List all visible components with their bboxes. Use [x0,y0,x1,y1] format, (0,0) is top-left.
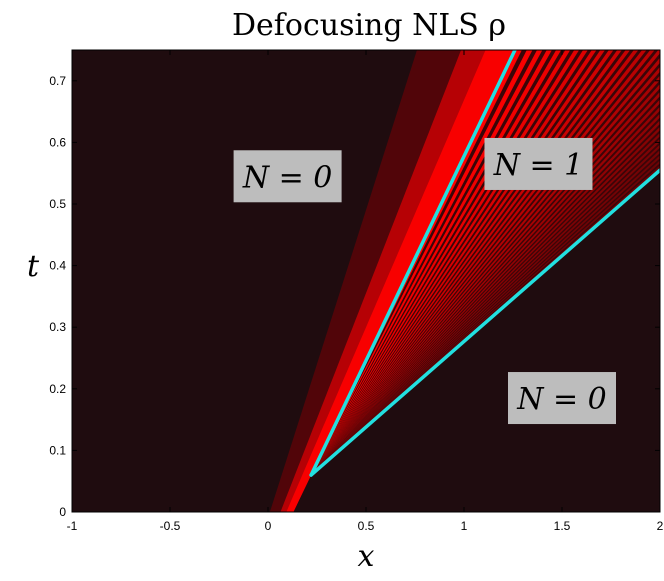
chart-title: Defocusing NLS ρ [232,8,506,43]
oscillation-band [311,50,588,476]
y-tick-label: 0 [59,505,66,519]
oscillation-band [311,165,660,476]
y-tick-label: 0.6 [49,135,66,149]
oscillation-band [311,99,660,476]
y-axis-ticks: 0 0.1 0.2 0.3 0.4 0.5 0.6 0.7 [49,74,660,519]
x-tick-label: 2 [657,519,664,533]
y-tick-label: 0.5 [49,197,66,211]
y-tick-label: 0.2 [49,382,66,396]
plot-area [72,50,660,512]
boundary-line [309,50,517,477]
boundary-line [309,168,660,477]
y-tick-label: 0.1 [49,443,66,457]
x-axis-ticks: -1 -0.5 0 0.5 1 1.5 2 [67,50,664,533]
oscillation-band [311,50,597,476]
annotation-box [508,372,616,425]
region-annotations: N = 0 N = 1 N = 0 [233,137,616,425]
x-tick-label: 1 [461,519,468,533]
x-axis-label: x [358,539,375,574]
y-axis-label: t [27,249,40,284]
oscillation-band [311,138,660,476]
x-tick-label: -0.5 [160,519,181,533]
x-tick-label: 1.5 [554,519,571,533]
x-tick-label: 0 [265,519,272,533]
y-tick-label: 0.4 [49,259,66,273]
oscillation-band [311,155,660,476]
oscillation-band [311,106,660,476]
oscillation-band [311,113,660,476]
oscillation-band [311,150,660,476]
y-tick-label: 0.7 [49,74,66,88]
annotation-label: N = 0 [242,160,333,195]
annotation-label: N = 0 [516,382,607,417]
oscillation-band [311,50,614,476]
x-tick-label: -1 [67,519,78,533]
y-tick-label: 0.3 [49,320,66,334]
oscillation-band [311,50,655,476]
oscillation-band [311,132,660,476]
oscillation-band [311,50,562,476]
oscillation-band [311,50,543,476]
annotation-label: N = 1 [493,148,584,183]
annotation-box [233,150,342,203]
oscillation-band [311,160,660,476]
oscillation-band [311,120,660,476]
oscillation-band [311,144,660,476]
x-tick-label: 0.5 [358,519,375,533]
oscillation-band [311,126,660,476]
region-boundaries [309,50,660,477]
oscillation-band [311,50,552,476]
annotation-box [484,137,593,190]
oscillation-band [311,50,533,476]
